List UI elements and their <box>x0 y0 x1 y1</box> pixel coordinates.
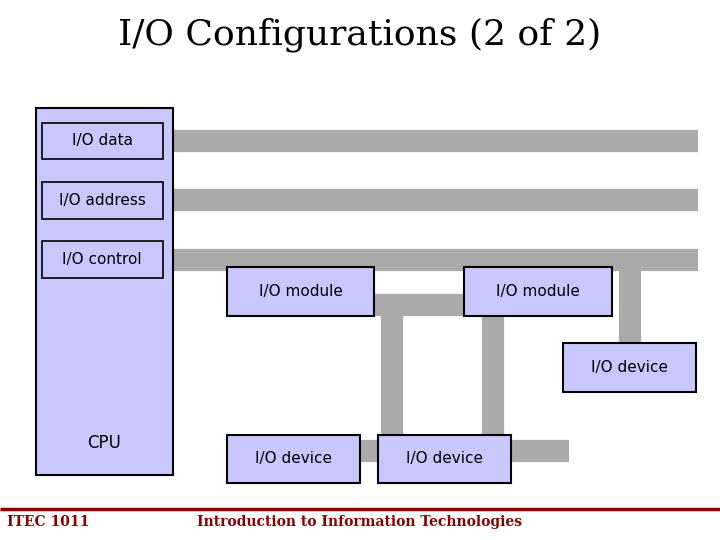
FancyBboxPatch shape <box>42 182 163 219</box>
Text: I/O device: I/O device <box>255 451 332 467</box>
Text: I/O device: I/O device <box>591 360 668 375</box>
Text: I/O address: I/O address <box>59 193 145 208</box>
Text: CPU: CPU <box>87 434 122 452</box>
Text: ITEC 1011: ITEC 1011 <box>7 515 89 529</box>
Text: I/O module: I/O module <box>258 284 343 299</box>
FancyBboxPatch shape <box>42 123 163 159</box>
FancyBboxPatch shape <box>378 435 511 483</box>
Text: I/O control: I/O control <box>63 252 142 267</box>
FancyBboxPatch shape <box>227 435 360 483</box>
FancyBboxPatch shape <box>36 108 173 475</box>
Text: Introduction to Information Technologies: Introduction to Information Technologies <box>197 515 523 529</box>
Text: I/O data: I/O data <box>72 133 132 148</box>
FancyBboxPatch shape <box>563 343 696 391</box>
FancyBboxPatch shape <box>464 267 612 316</box>
Text: I/O module: I/O module <box>496 284 580 299</box>
Text: I/O device: I/O device <box>406 451 483 467</box>
FancyBboxPatch shape <box>42 241 163 278</box>
Text: I/O Configurations (2 of 2): I/O Configurations (2 of 2) <box>118 18 602 52</box>
FancyBboxPatch shape <box>227 267 374 316</box>
